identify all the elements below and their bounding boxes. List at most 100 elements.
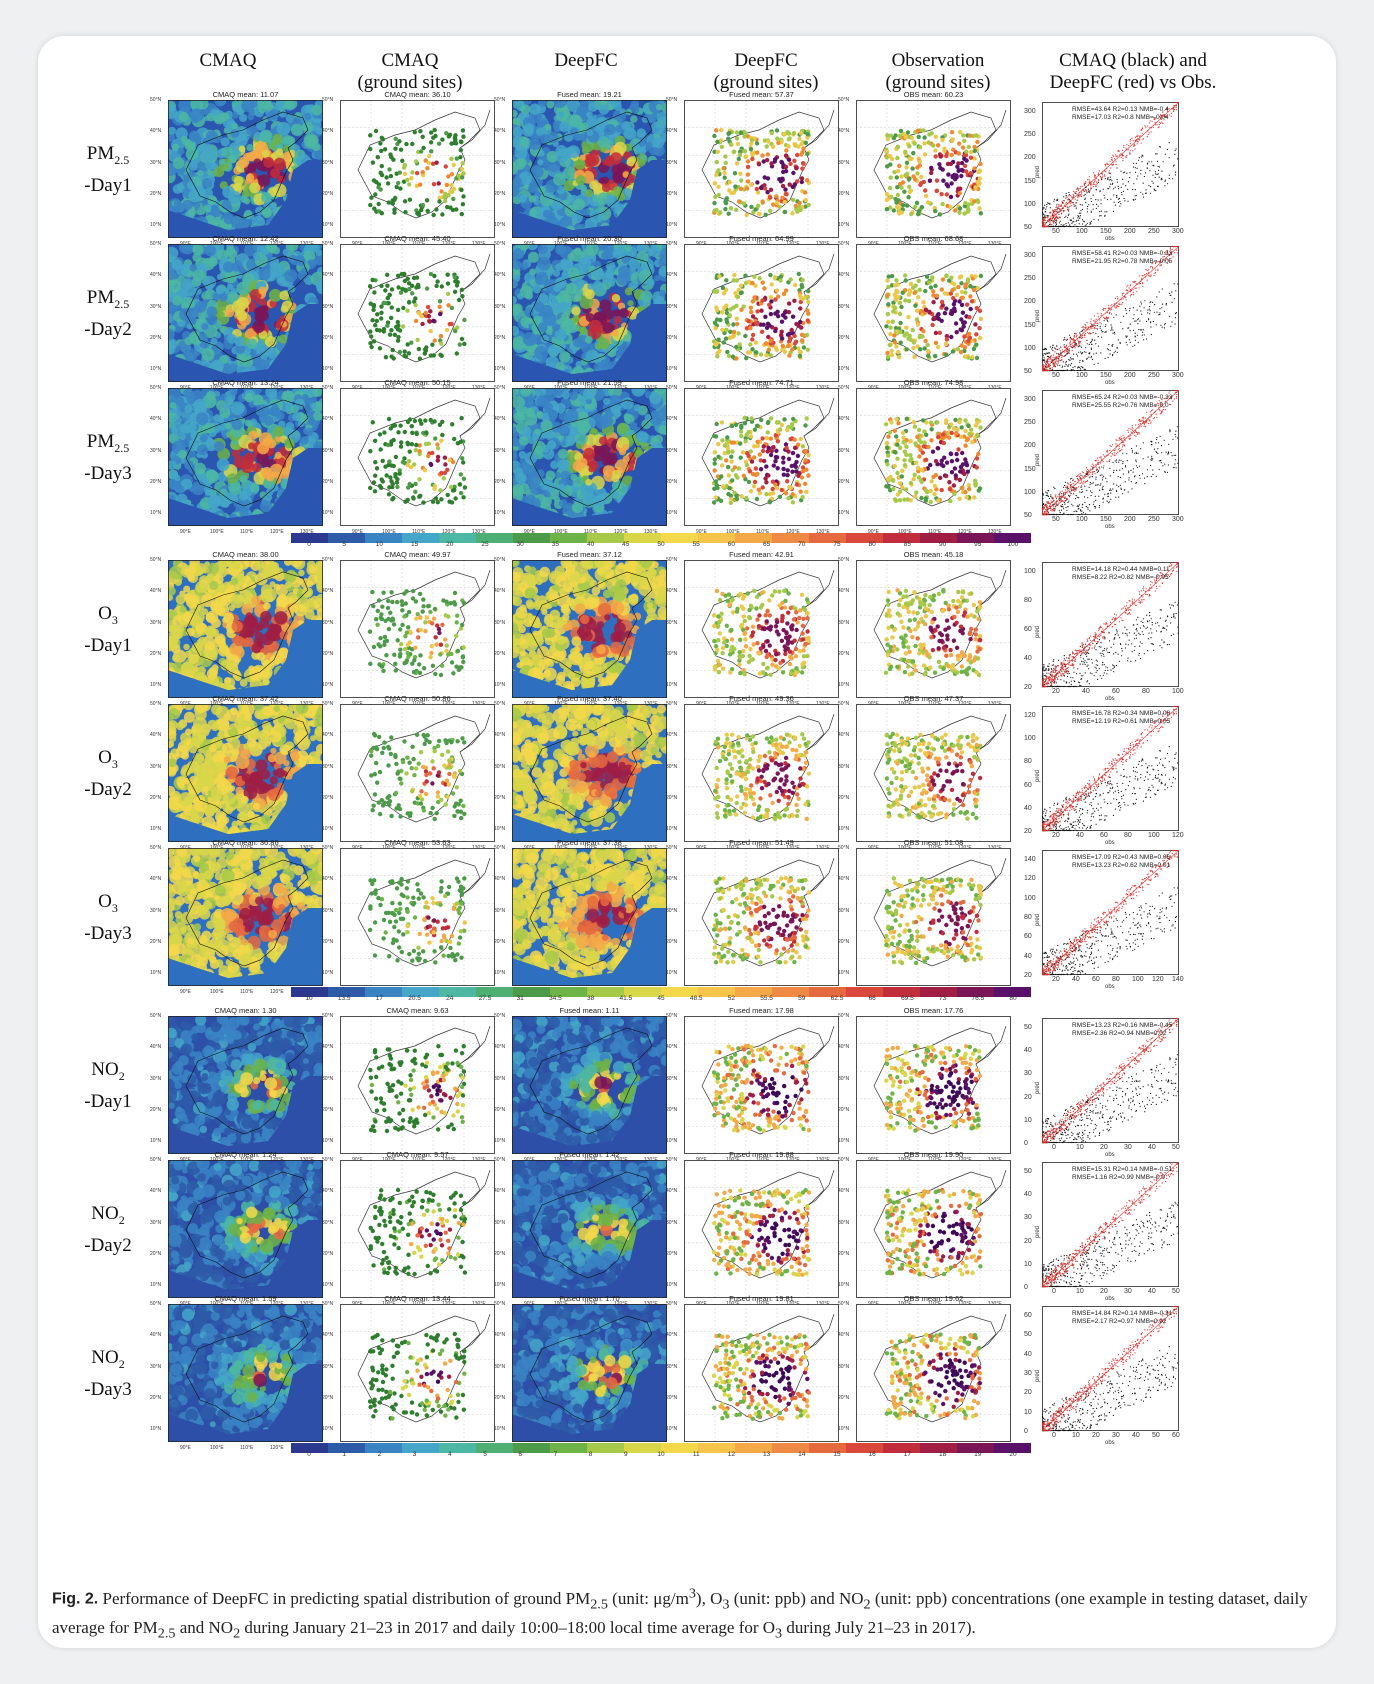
deepfc-point <box>1084 182 1086 184</box>
lat-label: 30°N <box>666 160 677 166</box>
site-point <box>379 135 384 140</box>
site-point <box>374 318 379 324</box>
cmaq-point <box>1073 205 1075 207</box>
deepfc-point <box>1056 211 1058 213</box>
field-cell <box>601 272 613 284</box>
deepfc-point <box>1073 204 1075 206</box>
cmaq-point <box>1155 324 1157 326</box>
cmaq-point <box>1052 349 1054 352</box>
site-point <box>916 295 921 300</box>
site-point <box>783 164 789 170</box>
site-point <box>401 305 406 311</box>
cmaq-point <box>1140 303 1143 305</box>
site-point <box>781 291 787 297</box>
site-point <box>717 348 722 354</box>
field-cell <box>579 326 588 335</box>
site-point <box>379 163 384 169</box>
panel-mean-title: CMAQ mean: 11.07 <box>168 90 323 99</box>
site-point <box>927 310 932 315</box>
site-point <box>461 134 466 139</box>
field-cell <box>283 269 298 283</box>
cmaq-point <box>1092 332 1094 334</box>
site-point <box>912 290 917 296</box>
site-point <box>716 337 721 342</box>
field-cell <box>247 162 257 172</box>
column-header-line: DeepFC (red) vs Obs. <box>1043 72 1223 94</box>
field-cell <box>206 306 218 317</box>
site-point <box>806 311 811 316</box>
site-point <box>419 149 424 154</box>
site-point <box>714 159 719 165</box>
site-point <box>428 140 434 145</box>
site-point <box>437 195 442 201</box>
field-cell <box>512 177 523 187</box>
deepfc-point <box>1133 145 1135 147</box>
site-point <box>919 174 924 180</box>
cmaq-point <box>1049 203 1051 205</box>
deepfc-point <box>1070 202 1072 204</box>
cmaq-point <box>1100 199 1102 201</box>
deepfc-point <box>1150 127 1152 129</box>
deepfc-point <box>1066 196 1068 198</box>
site-point <box>902 189 907 194</box>
cmaq-point <box>1076 199 1078 201</box>
deepfc-point <box>1066 205 1068 207</box>
site-point <box>791 170 796 176</box>
cmaq-point <box>1161 170 1163 172</box>
site-point <box>712 200 717 206</box>
site-point <box>424 198 430 203</box>
site-point <box>449 321 454 327</box>
site-point <box>801 146 806 151</box>
field-cell <box>537 256 551 271</box>
site-point <box>775 294 781 299</box>
site-point <box>956 151 962 156</box>
site-point <box>896 349 901 355</box>
deepfc-point <box>1112 154 1114 156</box>
site-point <box>761 322 766 327</box>
cmaq-point <box>1138 329 1140 331</box>
site-point <box>776 314 781 319</box>
site-point <box>889 352 895 358</box>
site-point <box>379 211 384 216</box>
cmaq-point <box>1151 180 1153 182</box>
site-point <box>962 320 967 325</box>
site-point <box>959 173 964 179</box>
site-point <box>410 291 415 296</box>
map-frame <box>168 100 323 238</box>
deepfc-point <box>1126 154 1128 157</box>
field-cell <box>273 157 286 171</box>
site-point <box>417 182 423 187</box>
site-point <box>721 166 726 171</box>
deepfc-point <box>1056 216 1058 218</box>
cmaq-point <box>1065 215 1067 217</box>
cmaq-point <box>1077 217 1079 219</box>
deepfc-point <box>1115 161 1117 163</box>
cmaq-point <box>1143 175 1145 178</box>
x-tick-label: 150 <box>1100 228 1112 235</box>
site-point <box>436 181 441 186</box>
deepfc-point <box>1134 144 1136 146</box>
site-point <box>783 187 788 192</box>
site-point <box>912 204 918 210</box>
site-point <box>760 199 765 204</box>
cmaq-point <box>1134 344 1136 346</box>
site-point <box>392 197 397 202</box>
deepfc-point <box>1072 197 1074 199</box>
field-cell <box>190 100 204 111</box>
field-cell <box>648 245 661 257</box>
cmaq-point <box>1134 167 1136 169</box>
site-point <box>966 332 971 337</box>
deepfc-point <box>1154 124 1156 126</box>
site-point <box>460 161 465 166</box>
cmaq-point <box>1046 206 1048 208</box>
site-point <box>896 168 901 174</box>
site-point <box>762 186 768 191</box>
site-point <box>738 130 744 135</box>
site-point <box>766 139 771 144</box>
cmaq-point <box>1047 202 1049 204</box>
site-point <box>753 340 759 345</box>
site-point <box>933 283 938 289</box>
site-point <box>922 152 928 157</box>
cmaq-point <box>1164 180 1166 182</box>
cmaq-point <box>1149 192 1152 194</box>
